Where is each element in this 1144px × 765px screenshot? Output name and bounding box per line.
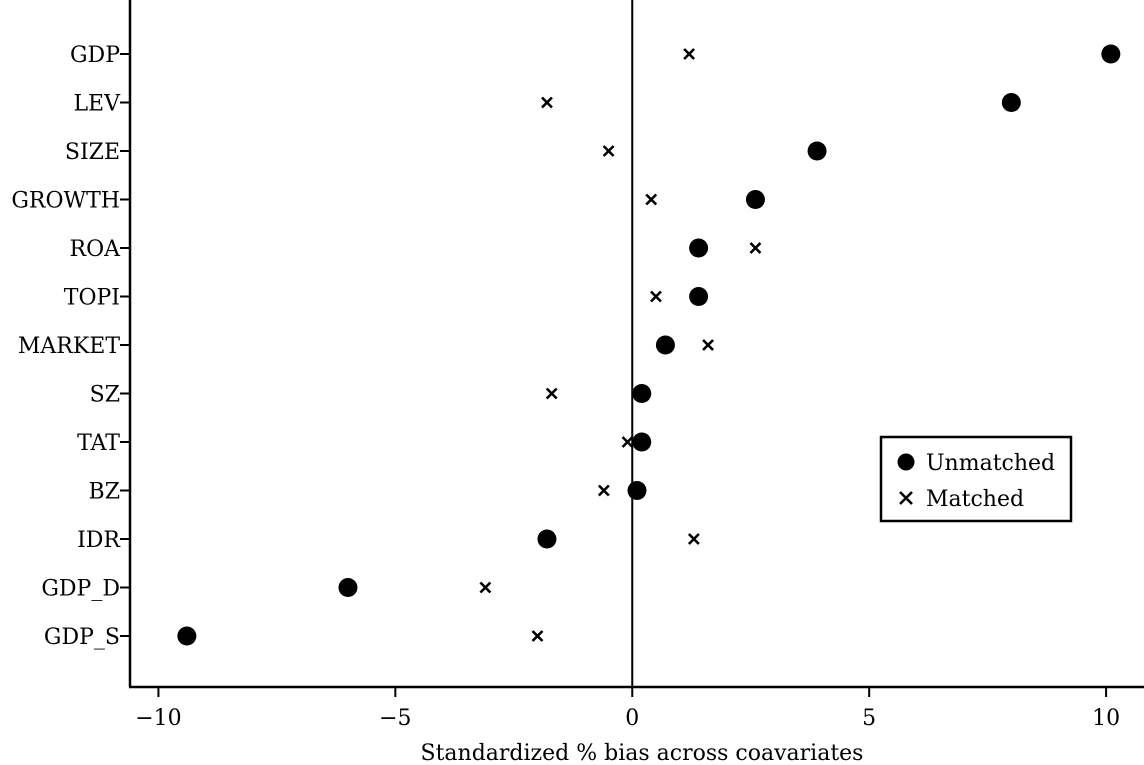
- matched-point: [602, 145, 615, 157]
- unmatched-point: [338, 578, 358, 597]
- unmatched-point: [689, 238, 709, 258]
- matched-point: [650, 290, 662, 303]
- x-axis-title: Standardized % bias across coavariates: [421, 741, 864, 765]
- legend-x-glyph: [899, 491, 913, 505]
- x-axis-ticks: −10 −5 0 5 10: [135, 687, 1120, 731]
- legend-label-matched: Matched: [926, 487, 1024, 512]
- matched-point: [645, 193, 658, 206]
- matched-point: [749, 242, 762, 254]
- unmatched-point: [689, 287, 709, 306]
- y-tick-label: SIZE: [65, 140, 120, 165]
- unmatched-point: [537, 529, 557, 549]
- matched-point: [687, 533, 700, 545]
- y-tick-label: TAT: [77, 431, 120, 456]
- y-tick-label: GDP_D: [41, 577, 120, 602]
- x-tick-label: −5: [379, 706, 411, 731]
- y-tick-label: SZ: [90, 383, 120, 408]
- matched-point: [545, 387, 558, 400]
- y-tick-label: MARKET: [18, 334, 120, 359]
- unmatched-point: [1101, 44, 1121, 64]
- y-tick-label: BZ: [89, 480, 120, 505]
- x-tick-label: 0: [625, 706, 639, 731]
- unmatched-point: [1001, 93, 1021, 112]
- y-tick-label: TOPI: [64, 286, 120, 311]
- legend: Unmatched Matched: [879, 435, 1073, 523]
- y-tick-label: GDP_S: [44, 625, 120, 650]
- legend-matched-marker: [899, 491, 913, 505]
- unmatched-point: [632, 384, 652, 403]
- legend-label-unmatched: Unmatched: [926, 451, 1055, 476]
- matched-point: [541, 96, 553, 109]
- y-tick-label: LEV: [73, 92, 121, 117]
- plot-frame: [128, 0, 1144, 689]
- x-tick-label: 5: [862, 706, 876, 731]
- unmatched-point: [807, 141, 827, 161]
- matched-point: [621, 436, 634, 448]
- y-tick-label: IDR: [77, 528, 121, 553]
- legend-box: [879, 435, 1073, 523]
- y-axis-ticks: GDP LEV SIZE GROWTH ROA TOPI MARKET SZ TAT BZ IDR G…: [11, 43, 130, 650]
- unmatched-point: [745, 190, 765, 209]
- matched-point: [702, 339, 714, 351]
- unmatched-point: [627, 481, 647, 500]
- legend-unmatched-marker: [897, 453, 915, 471]
- matched-point: [531, 630, 544, 642]
- y-tick-label: GROWTH: [11, 189, 120, 214]
- x-tick-label: 10: [1092, 706, 1120, 731]
- data-marks: [177, 44, 1121, 646]
- unmatched-point: [177, 626, 197, 646]
- x-tick-label: −10: [135, 706, 181, 731]
- matched-point: [597, 484, 610, 497]
- unmatched-point: [655, 335, 675, 355]
- matched-point: [683, 48, 696, 60]
- matched-point: [479, 581, 492, 594]
- unmatched-point: [632, 432, 652, 452]
- y-tick-label: ROA: [70, 237, 122, 262]
- y-tick-label: GDP: [70, 43, 120, 68]
